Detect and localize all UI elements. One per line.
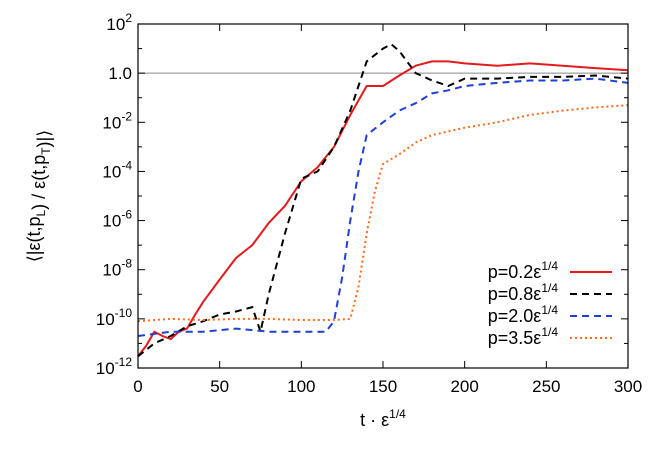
tick-label-layer: 0 50 100 150 200 250 300 10-12 10-10 10-8 10-6 10-4… — [96, 11, 642, 396]
x-tick-label: 100 — [287, 377, 315, 396]
legend-label-1: p=0.2ε1/4 — [488, 259, 559, 282]
y-tick-label: 102 — [106, 11, 132, 34]
series-line-1 — [137, 60, 629, 357]
x-tick-label: 300 — [614, 377, 642, 396]
y-tick-label: 10-6 — [102, 208, 132, 231]
legend: p=0.2ε1/4p=0.8ε1/4p=2.0ε1/4p=3.5ε1/4 — [488, 259, 612, 348]
legend-label-3: p=2.0ε1/4 — [488, 303, 559, 326]
y-axis-label: ⟨|ε(t,pL) / ε(t,pT)|⟩ — [24, 130, 54, 263]
x-axis-label: t · ε1/4 — [360, 407, 406, 430]
x-tick-label: 150 — [369, 377, 397, 396]
y-tick-label: 10-2 — [102, 109, 132, 132]
legend-label-4: p=3.5ε1/4 — [488, 325, 559, 348]
series-line-3 — [137, 77, 629, 337]
series-line-4 — [137, 104, 629, 323]
x-tick-label: 0 — [133, 377, 142, 396]
y-tick-label: 10-10 — [96, 306, 133, 329]
x-tick-label: 50 — [210, 377, 229, 396]
ticks-layer — [137, 23, 629, 369]
y-tick-label: 1.0 — [108, 64, 132, 83]
y-tick-label: 10-8 — [102, 257, 132, 280]
series-line-2 — [137, 43, 629, 358]
x-tick-label: 200 — [450, 377, 478, 396]
x-tick-label: 250 — [532, 377, 560, 396]
y-tick-label: 10-12 — [96, 355, 133, 378]
series-layer — [137, 43, 629, 358]
y-tick-label: 10-4 — [102, 158, 132, 181]
legend-label-2: p=0.8ε1/4 — [488, 281, 559, 304]
